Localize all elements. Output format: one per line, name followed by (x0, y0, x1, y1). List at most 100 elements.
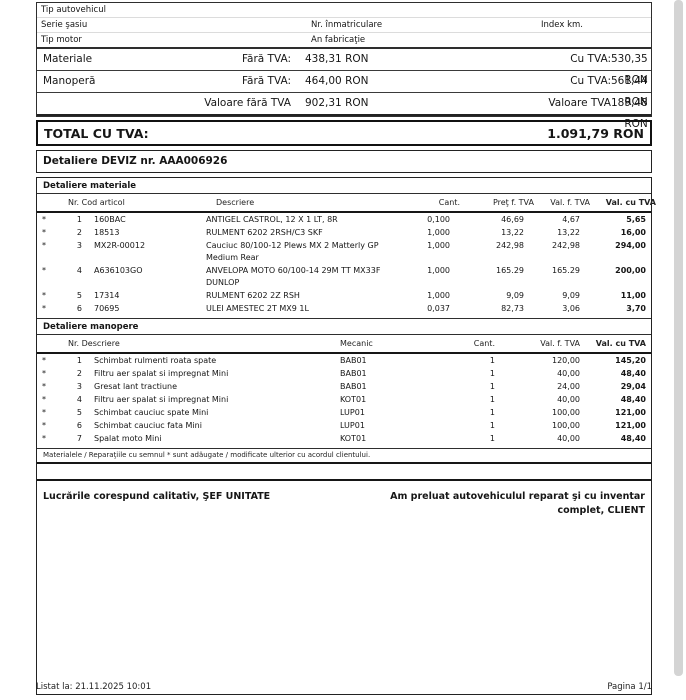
header-cant: Cant. (473, 339, 495, 348)
price-no-vat: 242,98 (496, 241, 524, 250)
row-number: 1 (76, 215, 82, 224)
quantity: 1 (489, 369, 495, 378)
labor-row: * 2 Filtru aer spalat si impregnat Mini … (37, 367, 651, 380)
quantity: 1 (489, 434, 495, 443)
article-description: ULEI AMESTEC 2T MX9 1L (206, 304, 309, 313)
index-km-label: Index km. (541, 20, 584, 30)
summary-row-materiale: Materiale Fără TVA: 438,31 RON Cu TVA: 5… (37, 49, 651, 86)
value-with-vat: 16,00 (620, 228, 646, 237)
price-no-vat: 13,22 (501, 228, 524, 237)
quantity: 1,000 (427, 291, 450, 300)
summary-label: Manoperă (43, 75, 96, 87)
article-code: 18513 (94, 228, 120, 237)
quantity: 1 (489, 356, 495, 365)
row-number: 3 (76, 241, 82, 250)
value-with-vat: 29,04 (620, 382, 646, 391)
article-description: ANTIGEL CASTROL, 12 X 1 LT, 8R (206, 215, 338, 224)
row-number: 2 (76, 369, 82, 378)
header-nr-cod-articol: Nr. Cod articol (68, 198, 125, 207)
signature-sef-unitate: Lucrările corespund calitativ, ŞEF UNITA… (43, 491, 271, 502)
signature-empty-area (37, 522, 651, 694)
row-number: 1 (76, 356, 82, 365)
cu-tva-label: Cu TVA: (570, 53, 611, 65)
asterisk-marker: * (42, 241, 46, 250)
value-no-vat: 13,22 (557, 228, 580, 237)
asterisk-marker: * (42, 395, 46, 404)
header-val-cu-tva: Val. cu TVA (595, 339, 646, 348)
row-number: 4 (76, 266, 82, 275)
row-number: 4 (76, 395, 82, 404)
asterisk-marker: * (42, 304, 46, 313)
serie-sasiu-label: Serie şasiu (41, 20, 88, 30)
materials-heading: Detaliere materiale (37, 178, 651, 194)
materials-header-row: Nr. Cod articol Descriere Cant. Preţ f. … (37, 194, 656, 213)
mechanic-code: BAB01 (340, 369, 367, 378)
value-no-vat: 40,00 (557, 395, 580, 404)
quantity: 1 (489, 421, 495, 430)
labor-row: * 5 Schimbat cauciuc spate Mini LUP01 1 … (37, 406, 651, 419)
quantity: 1,000 (427, 241, 450, 250)
row-number: 3 (76, 382, 82, 391)
total-value: 1.091,79 RON (547, 125, 644, 141)
asterisk-marker: * (42, 369, 46, 378)
header-val-f-tva: Val. f. TVA (540, 339, 580, 348)
labor-row: * 6 Schimbat cauciuc fata Mini LUP01 1 1… (37, 419, 651, 432)
material-row: * 2 18513 RULMENT 6202 2RSH/C3 SKF 1,000… (37, 226, 651, 239)
total-box: TOTAL CU TVA: 1.091,79 RON (36, 120, 652, 146)
row-number: 7 (76, 434, 82, 443)
value-no-vat: 3,06 (562, 304, 580, 313)
value-with-vat: 121,00 (615, 408, 646, 417)
summary-label: Materiale (43, 53, 93, 65)
price-no-vat: 46,69 (501, 215, 524, 224)
labor-header-row: Nr. Descriere Mecanic Cant. Val. f. TVA … (37, 335, 651, 354)
material-row: * 6 70695 ULEI AMESTEC 2T MX9 1L 0,037 8… (37, 302, 651, 315)
value-with-vat: 294,00 (615, 241, 646, 250)
printed-at: Listat la: 21.11.2025 10:01 (36, 682, 152, 692)
article-description: ANVELOPA MOTO 60/100-14 29M TT MX33F DUN… (206, 266, 381, 287)
value-no-vat: 40,00 (557, 434, 580, 443)
material-row: * 3 MX2R-00012 Cauciuc 80/100-12 Plews M… (37, 239, 651, 264)
price-no-vat: 82,73 (501, 304, 524, 313)
quantity: 0,100 (427, 215, 450, 224)
fara-tva-label: Fără TVA: (241, 75, 291, 87)
row-number: 6 (76, 304, 82, 313)
deviz-title-box: Detaliere DEVIZ nr. AAA006926 (36, 150, 652, 173)
labor-description: Schimbat cauciuc spate Mini (94, 408, 209, 417)
signature-client: Am preluat autovehiculul reparat şi cu i… (390, 491, 645, 516)
vehicle-info-row-2: Serie şasiu Nr. înmatriculare Index km. (37, 18, 651, 33)
tip-motor-label: Tip motor (41, 35, 82, 45)
vehicle-info-row-1: Tip autovehicul (37, 3, 651, 18)
labor-description: Gresat lant tractiune (94, 382, 178, 391)
header-descriere: Descriere (216, 198, 255, 207)
value-no-vat: 4,67 (562, 215, 580, 224)
asterisk-marker: * (42, 382, 46, 391)
row-number: 5 (76, 291, 82, 300)
labor-row: * 3 Gresat lant tractiune BAB01 1 24,00 … (37, 380, 651, 393)
quantity: 1 (489, 395, 495, 404)
an-fabricatie-label: An fabricaţie (311, 35, 366, 45)
row-number: 2 (76, 228, 82, 237)
summary-row-manopera: Manoperă Fără TVA: 464,00 RON Cu TVA: 56… (37, 71, 651, 108)
mechanic-code: BAB01 (340, 382, 367, 391)
asterisk-marker: * (42, 291, 46, 300)
labor-description: Schimbat cauciuc fata Mini (94, 421, 202, 430)
scrollbar[interactable] (674, 0, 683, 676)
page-footer: Listat la: 21.11.2025 10:01 Pagina 1/1 (36, 682, 652, 692)
quantity: 1 (489, 382, 495, 391)
row-number: 5 (76, 408, 82, 417)
mechanic-code: LUP01 (340, 421, 365, 430)
detail-box: Detaliere materiale Nr. Cod articol Desc… (36, 177, 656, 695)
labor-description: Filtru aer spalat si impregnat Mini (94, 369, 229, 378)
labor-description: Filtru aer spalat si impregnat Mini (94, 395, 229, 404)
mechanic-code: KOT01 (340, 395, 367, 404)
mechanic-code: BAB01 (340, 356, 367, 365)
article-description: RULMENT 6202 2Z RSH (206, 291, 300, 300)
value-with-vat: 121,00 (615, 421, 646, 430)
fara-tva-label: Fără TVA: (241, 53, 291, 65)
quantity: 1 (489, 408, 495, 417)
value-with-vat: 11,00 (620, 291, 646, 300)
signatures-row: Lucrările corespund calitativ, ŞEF UNITA… (37, 481, 651, 522)
value-no-vat: 40,00 (557, 369, 580, 378)
labor-description: Schimbat rulmenti roata spate (94, 356, 217, 365)
value-no-vat: 165.29 (552, 266, 580, 275)
